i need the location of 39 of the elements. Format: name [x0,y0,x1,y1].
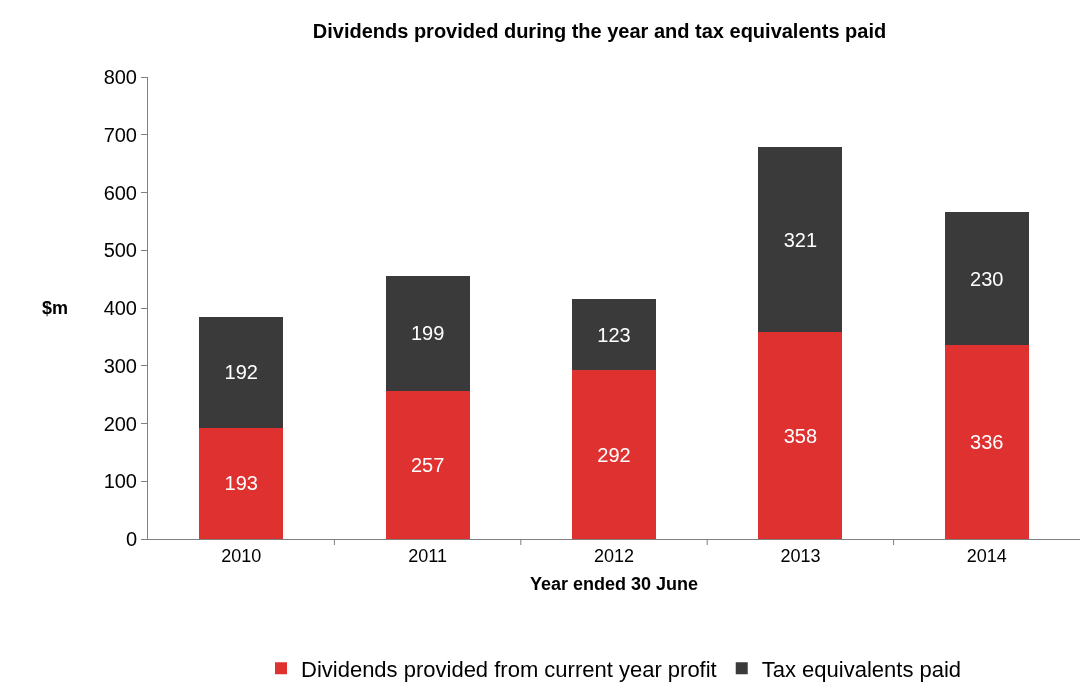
legend-label: Dividends provided from current year profit [301,656,717,682]
bar [199,316,284,428]
y-tick-label: 700 [103,123,137,146]
bar [758,146,843,333]
data-label: 336 [970,430,1004,453]
data-label: 230 [970,267,1004,290]
x-tick-label: 2010 [221,545,262,566]
bar [758,332,843,539]
y-tick-label: 600 [103,181,137,204]
data-label: 358 [783,424,818,447]
bar [385,390,470,539]
bar [572,370,656,539]
legend-label: Tax equivalents paid [761,656,962,682]
chart-title: Dividends provided during the year and tax equivalents paid [312,20,887,43]
y-tick-label: 0 [125,528,137,550]
x-tick-label: 2012 [593,545,635,566]
data-label: 123 [597,323,631,346]
bar [944,212,1029,345]
data-label: 199 [410,322,445,345]
data-label: 292 [597,443,631,466]
y-axis-title: $m [42,298,69,318]
bar [944,344,1029,539]
x-tick-label: 2013 [780,545,821,566]
x-tick-label: 2011 [408,545,447,566]
data-label: 321 [783,228,818,251]
data-label: 257 [410,453,445,476]
y-tick-label: 400 [103,297,137,319]
data-label: 192 [224,361,258,384]
bar [572,299,656,371]
bar [385,275,470,391]
y-tick-label: 300 [103,354,137,377]
bar [199,427,284,539]
data-label: 193 [224,472,258,495]
x-tick-label: 2014 [966,545,1007,566]
y-tick-label: 500 [103,239,137,262]
y-tick-label: 800 [103,66,137,88]
y-tick-label: 200 [103,412,137,435]
x-axis-title: Year ended 30 June [529,573,699,594]
y-tick-label: 100 [103,470,137,493]
